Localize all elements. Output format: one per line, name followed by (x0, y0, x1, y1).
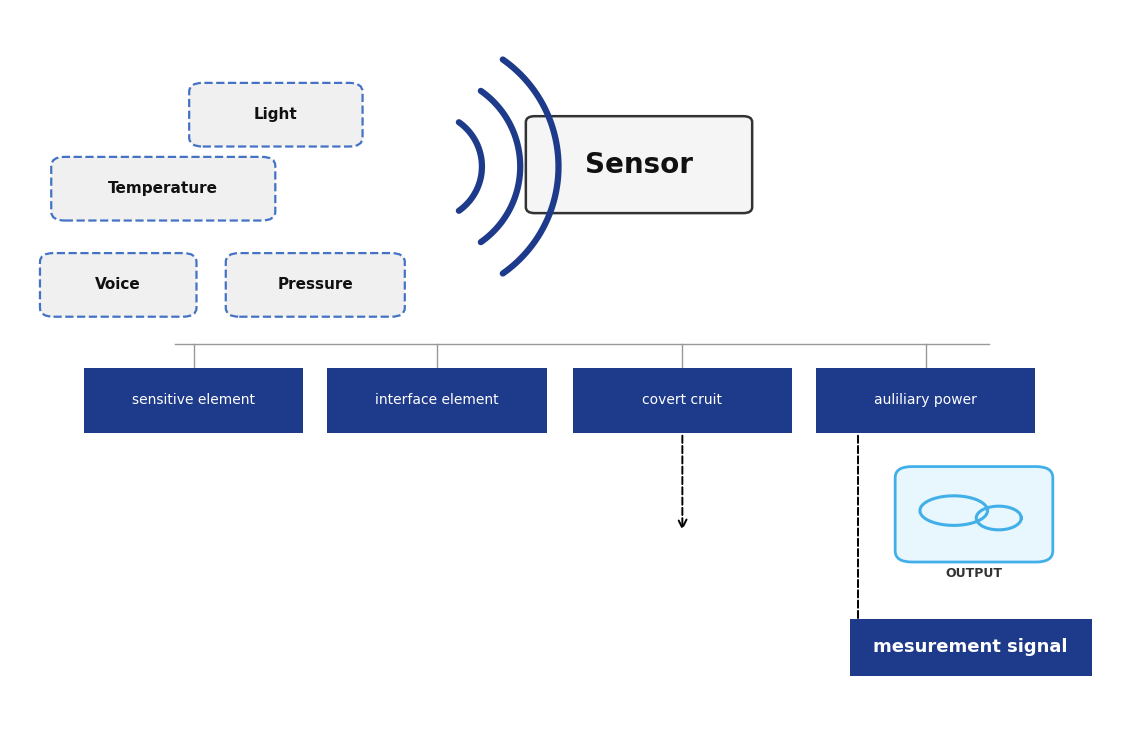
FancyBboxPatch shape (189, 83, 363, 147)
Text: interface element: interface element (375, 394, 499, 407)
Bar (849, 619, 1091, 676)
Bar (327, 368, 547, 433)
Text: Pressure: Pressure (277, 278, 354, 292)
FancyBboxPatch shape (225, 253, 405, 317)
FancyBboxPatch shape (895, 467, 1053, 562)
FancyBboxPatch shape (41, 253, 196, 317)
Text: Voice: Voice (96, 278, 141, 292)
Text: mesurement signal: mesurement signal (874, 639, 1067, 656)
Bar (572, 368, 793, 433)
Bar (815, 368, 1036, 433)
Text: auliliary power: auliliary power (874, 394, 977, 407)
Text: Temperature: Temperature (108, 181, 218, 196)
Text: sensitive element: sensitive element (132, 394, 256, 407)
Text: Light: Light (254, 107, 297, 122)
Text: Sensor: Sensor (586, 151, 692, 178)
Text: OUTPUT: OUTPUT (946, 567, 1002, 580)
Bar (83, 368, 303, 433)
Text: covert cruit: covert cruit (642, 394, 723, 407)
FancyBboxPatch shape (52, 157, 276, 221)
FancyBboxPatch shape (526, 116, 752, 213)
